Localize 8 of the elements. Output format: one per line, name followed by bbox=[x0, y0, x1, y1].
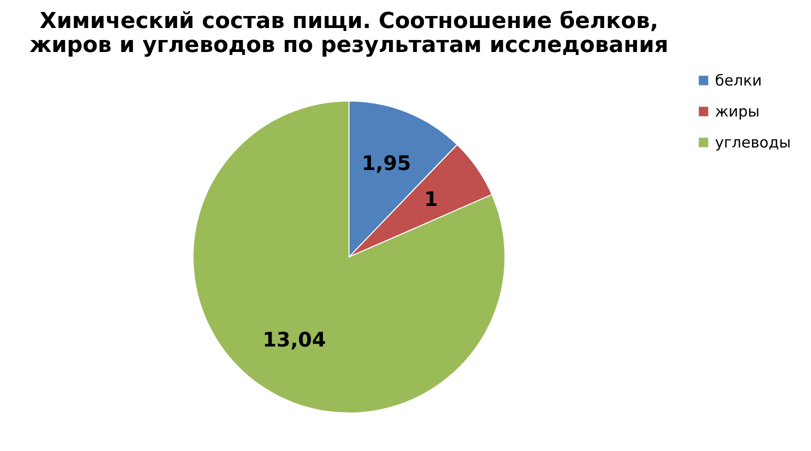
legend-label: жиры bbox=[715, 102, 760, 120]
chart-title: Химический состав пищи. Соотношение белков, жиров и углеводов по результатам исследования bbox=[30, 9, 668, 58]
data-label: 13,04 bbox=[262, 328, 326, 352]
data-label: 1,95 bbox=[362, 151, 412, 176]
data-label: 1 bbox=[424, 186, 438, 211]
legend-label: белки bbox=[715, 72, 762, 90]
pie-slice bbox=[192, 100, 506, 414]
legend-label: углеводы bbox=[715, 134, 791, 152]
